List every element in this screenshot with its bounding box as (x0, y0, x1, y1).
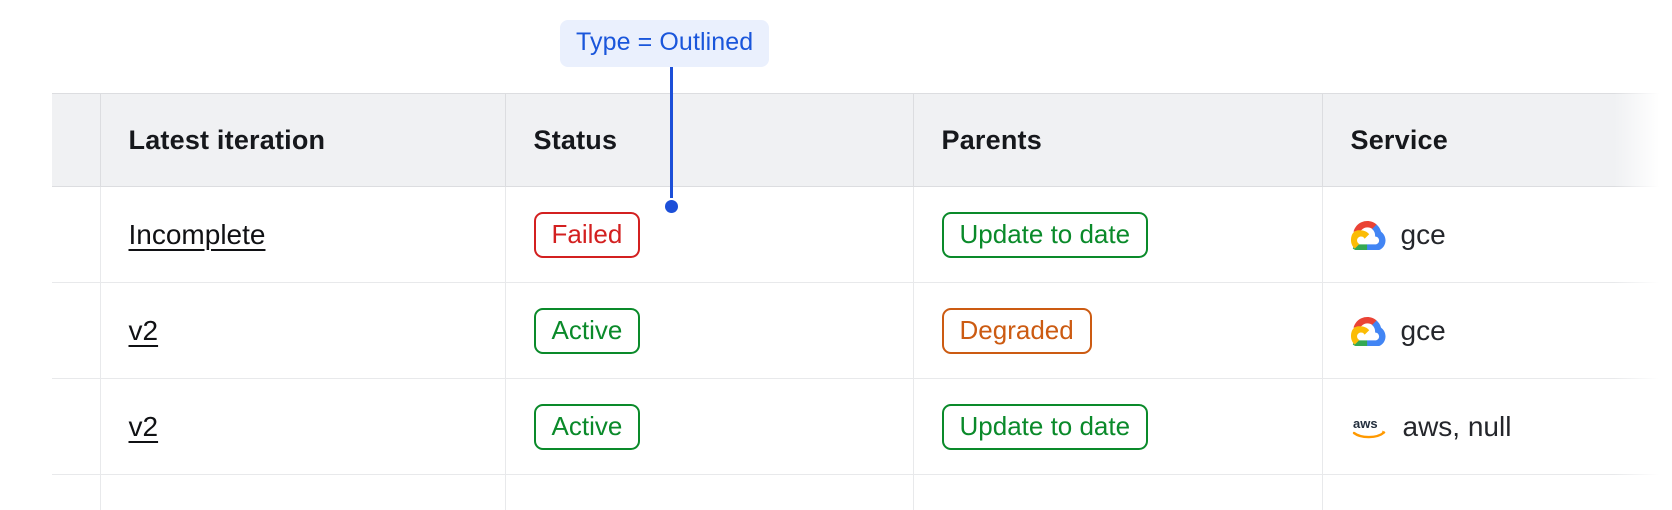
cell-status: Active (505, 282, 914, 379)
row-pin-cell[interactable] (52, 378, 101, 475)
cell-status: Failed (505, 186, 914, 283)
column-header-service[interactable]: Service (1322, 93, 1672, 187)
table-row[interactable]: v2 Active Degraded (52, 282, 1672, 379)
column-header-status[interactable]: Status (505, 93, 914, 187)
cell-latest-iteration: v2 (100, 378, 506, 475)
cell-parents: Degraded (913, 282, 1323, 379)
google-cloud-icon (1350, 220, 1386, 250)
google-cloud-icon (1350, 316, 1386, 346)
parents-chip: Update to date (941, 211, 1149, 258)
cell-parents: Update to date (913, 186, 1323, 283)
cell-service: aws aws, null (1322, 378, 1672, 475)
row-pin-cell[interactable] (52, 282, 101, 379)
cell-service: gce (1322, 186, 1672, 283)
column-header-pinned[interactable] (52, 93, 101, 187)
status-chip: Active (533, 403, 641, 450)
table-scroll-container[interactable]: Latest iteration Status Parents Service … (0, 93, 1672, 510)
cell-latest-iteration: Incomplete (100, 186, 506, 283)
annotation-badge-label: Type = Outlined (560, 20, 770, 67)
cell-service (1322, 474, 1672, 510)
cell-latest-iteration: v2 (100, 282, 506, 379)
row-pin-cell[interactable] (52, 186, 101, 283)
annotation-connector-line (670, 60, 673, 198)
annotation-callout: Type = Outlined (560, 20, 770, 67)
status-chip: Active (533, 307, 641, 354)
iteration-link[interactable]: Incomplete (128, 218, 266, 250)
cell-latest-iteration (100, 474, 506, 510)
iteration-link[interactable]: v2 (128, 314, 159, 346)
parents-chip: Degraded (941, 307, 1092, 354)
status-table: Latest iteration Status Parents Service … (52, 93, 1672, 510)
service-label: gce (1400, 314, 1446, 346)
aws-icon: aws (1352, 416, 1385, 438)
service-label: aws, null (1402, 410, 1512, 442)
cell-parents (913, 474, 1323, 510)
table-header: Latest iteration Status Parents Service (52, 93, 1672, 187)
table-body: Incomplete Failed Update to date (52, 186, 1672, 510)
column-header-parents[interactable]: Parents (913, 93, 1323, 187)
table-row[interactable]: v2 Active Update to date aws (52, 378, 1672, 475)
status-chip: Failed (533, 211, 641, 258)
cell-service: gce (1322, 282, 1672, 379)
table-row[interactable] (52, 474, 1672, 510)
annotation-connector-dot (665, 200, 678, 213)
iteration-link[interactable]: v2 (128, 410, 159, 442)
parents-chip: Update to date (941, 403, 1149, 450)
column-header-latest-iteration[interactable]: Latest iteration (100, 93, 506, 187)
cell-parents: Update to date (913, 378, 1323, 475)
svg-text:aws: aws (1353, 416, 1378, 431)
table-row[interactable]: Incomplete Failed Update to date (52, 186, 1672, 283)
cell-status (505, 474, 914, 510)
cell-status: Active (505, 378, 914, 475)
service-label: gce (1400, 218, 1446, 250)
table-header-row: Latest iteration Status Parents Service (52, 93, 1672, 187)
row-pin-cell[interactable] (52, 474, 101, 510)
